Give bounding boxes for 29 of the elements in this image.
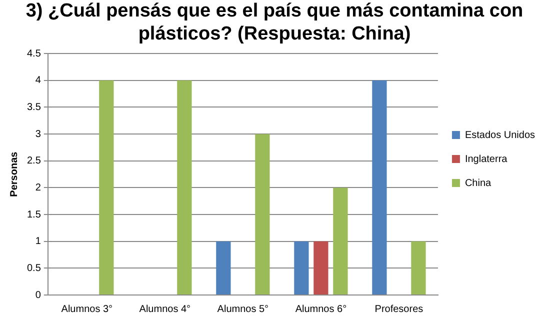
x-tick-label: Profesores — [374, 304, 424, 315]
y-tick-label: 3.5 — [26, 102, 42, 113]
x-tick-label: Alumnos 3° — [61, 304, 113, 315]
bar — [294, 241, 309, 294]
bar — [99, 80, 114, 294]
x-tick-label: Alumnos 5° — [217, 304, 269, 315]
chart-title: 3) ¿Cuál pensás que es el país que más contamina con plásticos? (Respuesta: China) — [26, 0, 524, 44]
y-tick-label: 2.5 — [26, 156, 42, 167]
legend-label: China — [464, 178, 492, 189]
y-tick-label: 0.5 — [26, 262, 42, 274]
y-tick-label: 3 — [35, 128, 42, 140]
x-tick-label: Alumnos 4° — [139, 304, 191, 315]
bar — [411, 241, 426, 294]
y-tick-label: 1.5 — [26, 209, 42, 220]
y-tick-label: 0 — [35, 290, 42, 301]
bar — [314, 241, 328, 294]
y-tick-label: 4.5 — [26, 48, 42, 60]
bar — [216, 241, 231, 294]
legend-label: Estados Unidos — [464, 130, 536, 141]
bar — [177, 80, 192, 294]
y-axis-title: Personas — [8, 151, 20, 197]
y-tick-label: 2 — [35, 182, 42, 194]
x-tick-label: Alumnos 6° — [295, 304, 347, 315]
bar — [372, 80, 387, 294]
bar — [333, 188, 348, 294]
legend-label: Inglaterra — [464, 154, 508, 165]
y-tick-label: 1 — [35, 236, 42, 248]
y-tick-label: 4 — [35, 75, 42, 86]
bar — [255, 134, 270, 294]
